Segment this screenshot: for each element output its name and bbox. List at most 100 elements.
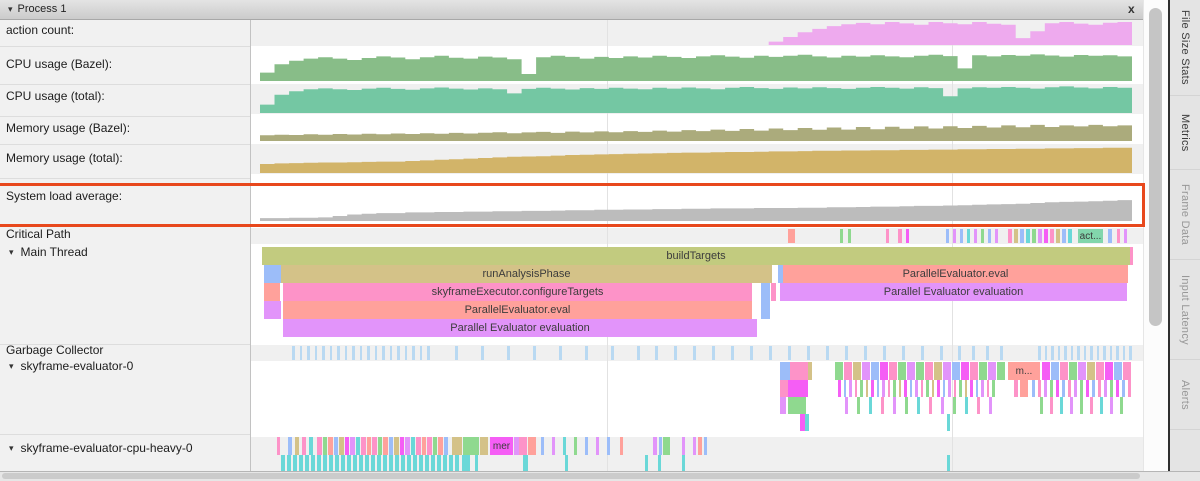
trace-slice[interactable] <box>365 455 369 471</box>
trace-slice[interactable] <box>416 437 421 455</box>
trace-slice[interactable] <box>1050 229 1054 243</box>
trace-slice[interactable] <box>1122 380 1125 397</box>
trace-slice-buildtargets[interactable]: buildTargets <box>262 247 1130 265</box>
trace-slice[interactable] <box>432 437 437 455</box>
trace-slice[interactable] <box>682 437 685 455</box>
trace-slice[interactable] <box>731 346 734 360</box>
trace-slice[interactable] <box>844 362 852 380</box>
trace-slice[interactable] <box>986 346 989 360</box>
trace-slice[interactable] <box>840 229 843 243</box>
trace-slice[interactable] <box>893 397 896 414</box>
trace-slice[interactable] <box>704 437 707 455</box>
trace-slice[interactable] <box>958 346 961 360</box>
trace-slice[interactable] <box>1129 346 1132 360</box>
trace-slice[interactable] <box>341 455 345 471</box>
trace-slice[interactable] <box>427 437 432 455</box>
trace-slice[interactable] <box>295 437 299 455</box>
trace-slice[interactable] <box>1110 380 1113 397</box>
trace-slice[interactable] <box>959 380 962 397</box>
trace-slice[interactable] <box>1020 380 1028 397</box>
trace-slice[interactable] <box>389 346 392 360</box>
trace-slice[interactable] <box>1105 362 1113 380</box>
trace-slice[interactable] <box>997 362 1005 380</box>
counter-chart-memory-usage-total[interactable] <box>260 143 1132 173</box>
trace-slice[interactable] <box>1038 380 1041 397</box>
trace-slice[interactable] <box>335 455 339 471</box>
trace-slice[interactable] <box>871 380 874 397</box>
trace-slice[interactable] <box>876 380 879 397</box>
trace-slice[interactable] <box>329 455 333 471</box>
trace-slice[interactable] <box>1086 380 1089 397</box>
trace-slice[interactable] <box>337 346 340 360</box>
trace-slice[interactable] <box>377 455 381 471</box>
trace-slice[interactable] <box>1014 380 1018 397</box>
trace-slice[interactable] <box>845 397 848 414</box>
trace-slice[interactable] <box>419 346 422 360</box>
trace-slice[interactable] <box>350 437 355 455</box>
trace-slice[interactable] <box>394 437 399 455</box>
trace-slice[interactable] <box>880 362 888 380</box>
trace-slice[interactable] <box>659 437 662 455</box>
trace-slice[interactable] <box>905 397 908 414</box>
trace-slice[interactable] <box>395 455 399 471</box>
trace-slice[interactable] <box>857 397 860 414</box>
collapse-arrow-icon[interactable]: ▾ <box>9 247 14 257</box>
trace-slice[interactable] <box>682 455 685 471</box>
trace-slice[interactable] <box>970 362 978 380</box>
trace-slice[interactable] <box>663 437 670 455</box>
trace-slice[interactable] <box>367 346 370 360</box>
trace-slice[interactable] <box>1044 380 1047 397</box>
trace-slice[interactable] <box>1020 229 1024 243</box>
trace-slice[interactable] <box>293 455 297 471</box>
counter-chart-memory-usage-bazel[interactable] <box>260 115 1132 141</box>
trace-slice[interactable] <box>322 437 327 455</box>
trace-slice[interactable] <box>1116 346 1119 360</box>
trace-slice[interactable] <box>693 346 696 360</box>
trace-slice[interactable] <box>352 346 355 360</box>
trace-slice[interactable] <box>372 437 377 455</box>
trace-slice[interactable] <box>344 437 349 455</box>
trace-slice[interactable] <box>845 346 848 360</box>
trace-slice[interactable] <box>1068 229 1072 243</box>
trace-slice[interactable] <box>838 380 841 397</box>
trace-slice[interactable] <box>961 362 969 380</box>
horizontal-scrollbar-thumb[interactable] <box>2 473 1140 479</box>
trace-slice[interactable] <box>1074 380 1077 397</box>
trace-slice[interactable] <box>528 437 536 455</box>
trace-slice[interactable] <box>277 437 280 455</box>
trace-slice[interactable] <box>1070 397 1073 414</box>
trace-slice[interactable] <box>1104 380 1107 397</box>
trace-slice[interactable] <box>790 362 808 380</box>
trace-slice[interactable] <box>1109 346 1112 360</box>
trace-slice[interactable] <box>264 265 281 283</box>
vertical-scrollbar-thumb[interactable] <box>1149 8 1162 326</box>
trace-slice[interactable] <box>407 455 411 471</box>
trace-slice[interactable] <box>383 437 388 455</box>
counter-chart-system-load-average[interactable] <box>260 185 1132 221</box>
trace-slice[interactable] <box>462 455 470 471</box>
trace-slice[interactable] <box>1062 229 1066 243</box>
trace-slice[interactable] <box>305 455 309 471</box>
trace-slice[interactable] <box>1068 380 1071 397</box>
trace-slice[interactable] <box>1069 362 1077 380</box>
trace-slice[interactable] <box>519 437 527 455</box>
close-panel-button[interactable]: x <box>1124 2 1139 16</box>
track-label-skyframe-evaluator-cpu-heavy-0[interactable]: ▾ skyframe-evaluator-cpu-heavy-0 <box>9 440 193 456</box>
trace-slice[interactable] <box>853 362 861 380</box>
trace-slice[interactable] <box>523 455 528 471</box>
trace-slice[interactable] <box>307 346 310 360</box>
trace-slice[interactable] <box>953 380 956 397</box>
trace-slice[interactable] <box>1000 346 1003 360</box>
trace-slice[interactable] <box>480 437 488 455</box>
trace-slice[interactable] <box>425 455 429 471</box>
trace-slice[interactable] <box>889 362 897 380</box>
trace-slice[interactable] <box>882 380 885 397</box>
trace-slice[interactable] <box>421 437 426 455</box>
trace-slice[interactable] <box>655 346 658 360</box>
trace-slice[interactable] <box>898 229 902 243</box>
trace-slice[interactable] <box>317 455 321 471</box>
trace-slice[interactable] <box>1038 346 1041 360</box>
trace-slice[interactable] <box>940 346 943 360</box>
trace-slice[interactable] <box>1060 397 1063 414</box>
collapse-arrow-icon[interactable]: ▾ <box>9 443 14 453</box>
